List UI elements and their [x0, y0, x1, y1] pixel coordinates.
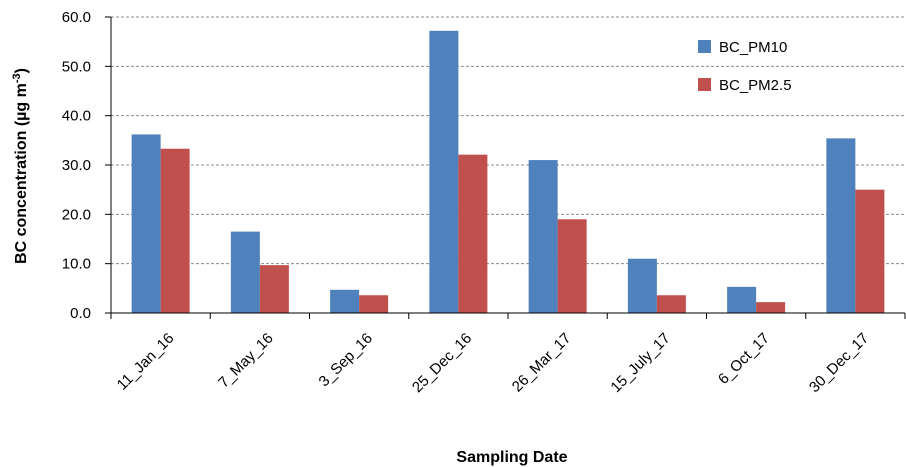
bar-bc-pm2-5-2	[359, 295, 389, 313]
legend-swatch	[698, 78, 711, 91]
y-tick-label: 0.0	[70, 305, 91, 322]
y-axis-title: BC concentration (µg m-3)	[11, 68, 30, 264]
bar-bc-pm2-5-3	[458, 154, 488, 313]
legend-swatch	[698, 40, 711, 53]
y-tick-label: 30.0	[62, 157, 91, 174]
y-tick-label: 40.0	[62, 108, 91, 125]
bar-bc-pm2-5-5	[656, 295, 686, 313]
bar-bc-pm2-5-4	[557, 219, 587, 313]
y-tick-label: 60.0	[62, 9, 91, 26]
y-tick-label: 50.0	[62, 58, 91, 75]
y-axis-title-close: )	[13, 68, 30, 73]
y-tick-label: 20.0	[62, 206, 91, 223]
x-tick-label: 30_Dec_17	[806, 330, 872, 396]
bar-bc-pm10-0	[131, 134, 161, 313]
bars	[131, 30, 885, 314]
bar-bc-pm10-1	[230, 231, 260, 313]
bar-bc-pm10-4	[528, 160, 558, 313]
x-axis-title: Sampling Date	[456, 449, 567, 466]
x-tick-label: 6_Oct_17	[715, 330, 773, 388]
bar-bc-pm2-5-0	[160, 148, 190, 313]
y-tick-label: 10.0	[62, 256, 91, 273]
bar-bc-pm2-5-6	[756, 302, 786, 313]
x-tick-label: 15_July_17	[607, 330, 673, 396]
y-axis-title-superscript: -3	[11, 73, 23, 83]
bar-bc-pm10-3	[429, 30, 459, 314]
legend-label: BC_PM2.5	[719, 77, 792, 94]
x-tick-label: 25_Dec_16	[409, 330, 475, 396]
x-axis-ticks: 11_Jan_16 7_May_16 3_Sep_16 25_Dec_16 26_Mar…	[110, 313, 906, 396]
legend-label: BC_PM10	[719, 39, 787, 56]
y-axis-ticks: 0.0 10.0 20.0 30.0 40.0 50.0 60.0	[62, 9, 111, 322]
bar-bc-pm10-6	[727, 286, 757, 313]
gridlines	[111, 16, 905, 265]
x-tick-label: 26_Mar_17	[509, 330, 575, 396]
bar-bc-pm2-5-7	[855, 189, 885, 313]
bar-bc-pm2-5-1	[259, 265, 289, 313]
y-axis-title-main: BC concentration (µg m	[13, 83, 30, 264]
x-tick-label: 11_Jan_16	[114, 330, 178, 394]
bar-bc-pm10-5	[627, 258, 657, 313]
x-tick-label: 7_May_16	[215, 330, 277, 392]
legend: BC_PM10 BC_PM2.5	[698, 39, 792, 94]
x-tick-label: 3_Sep_16	[316, 330, 376, 390]
bar-bc-pm10-2	[330, 289, 360, 313]
bar-bc-pm10-7	[826, 138, 856, 313]
